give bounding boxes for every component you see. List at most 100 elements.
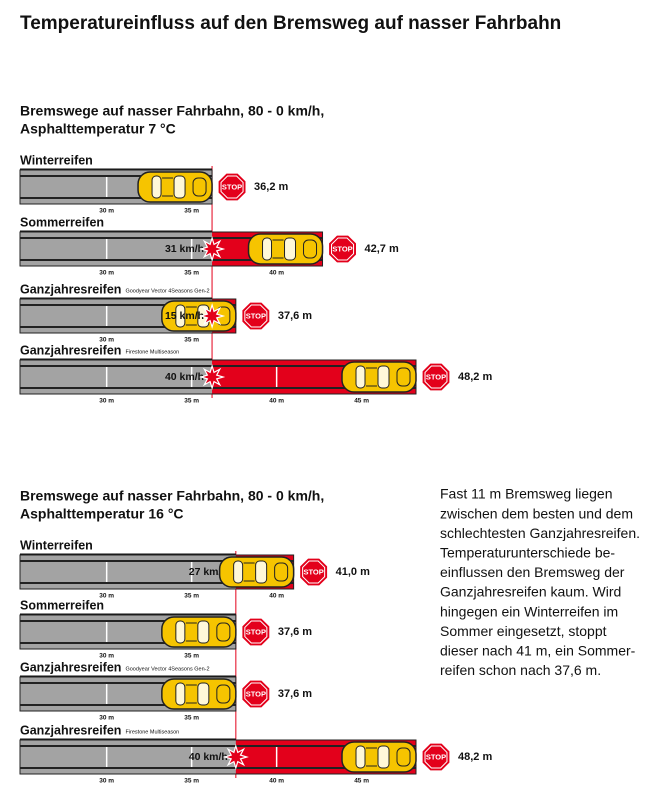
chart-subtitle: Asphalttemperatur 16 °C: [20, 506, 184, 522]
note-line: hingegen ein Winterreifen im: [440, 603, 618, 619]
x-tick-label: 30 m: [99, 653, 114, 660]
car: [341, 361, 417, 393]
speed-label: 40 km/h: [165, 371, 204, 383]
stop-label: STOP: [303, 567, 323, 576]
value-label: 41,0 m: [336, 566, 370, 578]
tyre-model: Goodyear Vector 4Seasons Gen-2: [125, 666, 209, 672]
stop-sign: [242, 618, 270, 646]
stop-sign: [422, 363, 450, 391]
car-rear-window: [175, 682, 186, 706]
stop-label: STOP: [222, 182, 242, 191]
x-tick-label: 35 m: [184, 270, 199, 277]
page-title: Temperatureinfluss auf den Bremsweg auf …: [20, 13, 561, 34]
category-label: Ganzjahresreifen: [20, 723, 121, 737]
chart-title: Bremswege auf nasser Fahrbahn, 80 - 0 km…: [20, 103, 324, 119]
car-hood: [303, 239, 318, 259]
tyre-model: Goodyear Vector 4Seasons Gen-2: [125, 288, 209, 294]
note-line: Temperaturunterschiede be-: [440, 545, 615, 561]
car: [161, 678, 237, 710]
car-rear-window: [175, 620, 186, 644]
value-label: 36,2 m: [254, 181, 288, 193]
category-label: Sommerreifen: [20, 215, 104, 229]
stop-sign-rim: [244, 620, 268, 644]
category-label: Ganzjahresreifen: [20, 282, 121, 296]
x-tick-label: 35 m: [184, 778, 199, 785]
x-tick-label: 40 m: [269, 270, 284, 277]
impact-icon: [199, 235, 226, 263]
value-label: 48,2 m: [458, 751, 492, 763]
stop-sign: [329, 235, 356, 263]
impact-icon: [199, 363, 226, 391]
car-front-window: [284, 237, 297, 261]
x-tick-label: 30 m: [99, 208, 114, 215]
stop-label: STOP: [332, 244, 352, 253]
stop-sign: [300, 558, 328, 586]
stop-label: STOP: [246, 689, 266, 698]
x-tick-label: 30 m: [99, 270, 114, 277]
stop-sign-rim: [244, 682, 268, 706]
x-tick-label: 40 m: [269, 593, 284, 600]
car: [247, 233, 324, 265]
speed-label: 40 km/h: [189, 751, 228, 763]
stop-sign-rim: [302, 560, 326, 584]
tyre-model: Firestone Multiseason: [125, 349, 179, 355]
category-label: Ganzjahresreifen: [20, 660, 121, 674]
car: [137, 171, 213, 203]
car-roof-line: [272, 239, 284, 259]
value-label: 42,7 m: [365, 243, 399, 255]
chart-title: Bremswege auf nasser Fahrbahn, 80 - 0 km…: [20, 488, 324, 504]
car-hood: [216, 684, 231, 704]
stop-label: STOP: [426, 752, 446, 761]
value-label: 37,6 m: [278, 688, 312, 700]
car-roof-line: [366, 367, 377, 387]
x-tick-label: 35 m: [184, 593, 199, 600]
car-hood: [274, 562, 289, 582]
car: [341, 741, 417, 773]
car-rear-window: [233, 560, 244, 584]
note-line: schlechtesten Ganzjahresreifen.: [440, 525, 640, 541]
value-label: 48,2 m: [458, 371, 492, 383]
chart-subtitle: Asphalttemperatur 7 °C: [20, 121, 176, 137]
x-tick-label: 30 m: [99, 593, 114, 600]
category-label: Winterreifen: [20, 153, 93, 167]
stop-sign-rim: [331, 237, 355, 261]
x-tick-label: 30 m: [99, 778, 114, 785]
car-rear-window: [151, 175, 162, 199]
note-line: Fast 11 m Bremsweg liegen: [440, 486, 612, 502]
car-hood: [396, 747, 411, 767]
x-tick-label: 30 m: [99, 398, 114, 405]
x-tick-label: 45 m: [354, 778, 369, 785]
x-tick-label: 35 m: [184, 208, 199, 215]
note-line: reifen schon nach 37,6 m.: [440, 662, 601, 678]
x-tick-label: 35 m: [184, 398, 199, 405]
stop-sign-rim: [424, 745, 448, 769]
stop-label: STOP: [246, 627, 266, 636]
car-front-window: [197, 620, 210, 644]
x-tick-label: 35 m: [184, 653, 199, 660]
impact-icon: [199, 302, 226, 330]
x-tick-label: 35 m: [184, 337, 199, 344]
category-label: Winterreifen: [20, 538, 93, 552]
car-roof-line: [162, 177, 174, 197]
note-line: zwischen dem besten und dem: [440, 505, 633, 521]
car-front-window: [173, 175, 186, 199]
stop-sign-rim: [220, 175, 244, 199]
stop-sign: [422, 743, 450, 771]
note-line: Sommer eingesetzt, stoppt: [440, 623, 607, 639]
car-roof-line: [185, 306, 197, 326]
note-line: Ganzjahresreifen kaum. Wird: [440, 584, 621, 600]
note-line: dieser nach 41 m, ein Sommer-: [440, 643, 636, 659]
speed-label: 27 km/h: [189, 566, 228, 578]
stop-label: STOP: [426, 372, 446, 381]
stop-sign-rim: [424, 365, 448, 389]
car-roof-line: [243, 562, 255, 582]
stop-sign: [218, 173, 246, 201]
category-label: Ganzjahresreifen: [20, 343, 121, 357]
stop-label: STOP: [246, 311, 266, 320]
car-rear-window: [262, 237, 273, 261]
x-tick-label: 45 m: [354, 398, 369, 405]
value-label: 37,6 m: [278, 626, 312, 638]
car: [218, 556, 295, 588]
car: [161, 616, 237, 648]
